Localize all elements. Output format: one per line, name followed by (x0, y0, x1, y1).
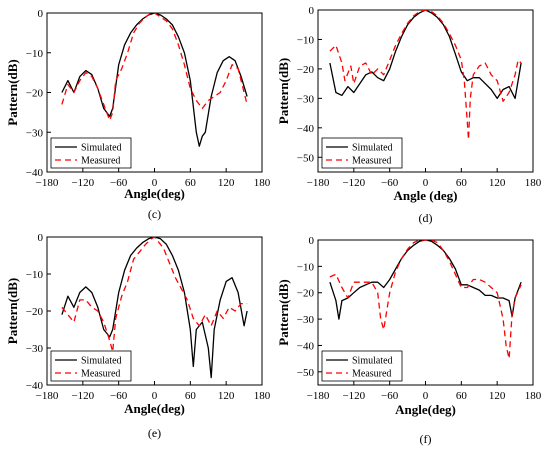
panel-caption: (f) (420, 432, 432, 446)
x-tick-label: 60 (185, 177, 197, 189)
x-tick-label: −180 (36, 177, 59, 189)
series-line-measured (61, 237, 248, 353)
x-tick-label: 120 (489, 390, 506, 402)
x-tick-label: 180 (254, 177, 271, 189)
series-line-measured (61, 13, 248, 121)
y-tick-label: −10 (297, 34, 315, 46)
y-tick-label: −10 (26, 269, 44, 281)
legend: Simulated Measured (321, 137, 403, 169)
x-tick-label: 0 (152, 177, 158, 189)
y-tick-label: −20 (297, 64, 315, 76)
legend-label-measured: Measured (352, 156, 391, 167)
x-tick-label: 120 (218, 390, 235, 402)
y-tick-label: −10 (297, 261, 315, 273)
y-tick-label: −10 (26, 48, 44, 60)
panel-caption: (e) (148, 426, 161, 440)
x-tick-label: −120 (71, 390, 94, 402)
chart-panel-1: −180 −120 −60 0 60 120 180 0 −10 −20 −30 −40 Angle(d… (5, 8, 271, 221)
legend-label-simulated: Simulated (352, 143, 393, 154)
y-axis-label: Pattern(dB) (276, 58, 291, 124)
y-tick-label: −50 (297, 152, 315, 164)
x-tick-label: −180 (36, 390, 59, 402)
x-tick-label: −180 (307, 177, 330, 189)
legend-label-measured: Measured (81, 369, 120, 380)
y-tick-label: −30 (26, 343, 44, 355)
x-tick-label: −60 (110, 177, 128, 189)
y-tick-label: 0 (309, 235, 315, 247)
y-tick-label: −30 (297, 93, 315, 105)
series-line-measured (329, 240, 522, 360)
x-tick-label: 60 (456, 177, 468, 189)
series-line-simulated (61, 13, 248, 147)
legend-label-simulated: Simulated (81, 356, 122, 367)
x-tick-label: −120 (71, 177, 94, 189)
x-axis-label: Angle(deg) (124, 186, 185, 201)
legend-box (50, 350, 132, 382)
x-tick-label: −120 (342, 177, 365, 189)
y-axis-label: Pattern(dB) (276, 279, 291, 345)
x-tick-label: −60 (381, 390, 399, 402)
x-tick-label: −60 (381, 177, 399, 189)
x-tick-label: 180 (254, 390, 271, 402)
y-tick-label: −20 (297, 288, 315, 300)
y-tick-label: −40 (297, 340, 315, 352)
y-tick-label: −20 (26, 306, 44, 318)
legend: Simulated Measured (50, 350, 132, 382)
y-axis-label: Pattern(dB) (5, 278, 20, 344)
legend-label-measured: Measured (81, 156, 120, 167)
x-tick-label: 120 (489, 177, 506, 189)
legend: Simulated Measured (50, 137, 132, 169)
y-tick-label: −30 (26, 127, 44, 139)
legend-box (321, 137, 403, 169)
series-line-simulated (329, 240, 522, 320)
panel-caption: (d) (419, 211, 433, 225)
x-tick-label: 180 (525, 390, 542, 402)
x-axis-label: Angle(deg) (124, 401, 185, 416)
y-tick-label: 0 (309, 5, 315, 17)
y-tick-label: −50 (297, 367, 315, 379)
legend-box (321, 350, 403, 382)
x-tick-label: 60 (185, 390, 197, 402)
y-axis-label: Pattern(dB) (5, 59, 20, 125)
legend-label-simulated: Simulated (352, 356, 393, 367)
y-tick-label: −20 (26, 88, 44, 100)
x-tick-label: 0 (423, 390, 429, 402)
x-tick-label: 60 (456, 390, 468, 402)
chart-panel-4: −180 −120 −60 0 60 120 180 0 −10 −20 −30 −40 −50 Angl… (276, 235, 542, 446)
x-tick-label: −60 (110, 390, 128, 402)
chart-panel-3: −180 −120 −60 0 60 120 180 0 −10 −20 −30 −40 Angle(d… (5, 232, 271, 440)
y-tick-label: −30 (297, 314, 315, 326)
x-axis-label: Angle(deg) (395, 402, 456, 417)
y-tick-label: −40 (26, 167, 44, 179)
x-tick-label: −120 (342, 390, 365, 402)
y-tick-label: −40 (26, 380, 44, 392)
legend-label-measured: Measured (352, 369, 391, 380)
legend: Simulated Measured (321, 350, 403, 382)
x-axis-label: Angle (deg) (394, 188, 458, 203)
y-tick-label: 0 (38, 232, 44, 244)
chart-panel-2: −180 −120 −60 0 60 120 180 0 −10 −20 −30 −40 −50 Angl… (276, 5, 542, 225)
x-tick-label: 0 (152, 390, 158, 402)
series-line-simulated (61, 237, 248, 379)
panel-caption: (c) (148, 207, 161, 221)
x-tick-label: 180 (525, 177, 542, 189)
x-tick-label: 120 (218, 177, 235, 189)
x-tick-label: 0 (423, 177, 429, 189)
y-tick-label: −40 (297, 123, 315, 135)
legend-box (50, 137, 132, 169)
legend-label-simulated: Simulated (81, 143, 122, 154)
y-tick-label: 0 (38, 8, 44, 20)
series-line-measured (329, 10, 522, 141)
series-line-simulated (329, 10, 522, 100)
x-tick-label: −180 (307, 390, 330, 402)
